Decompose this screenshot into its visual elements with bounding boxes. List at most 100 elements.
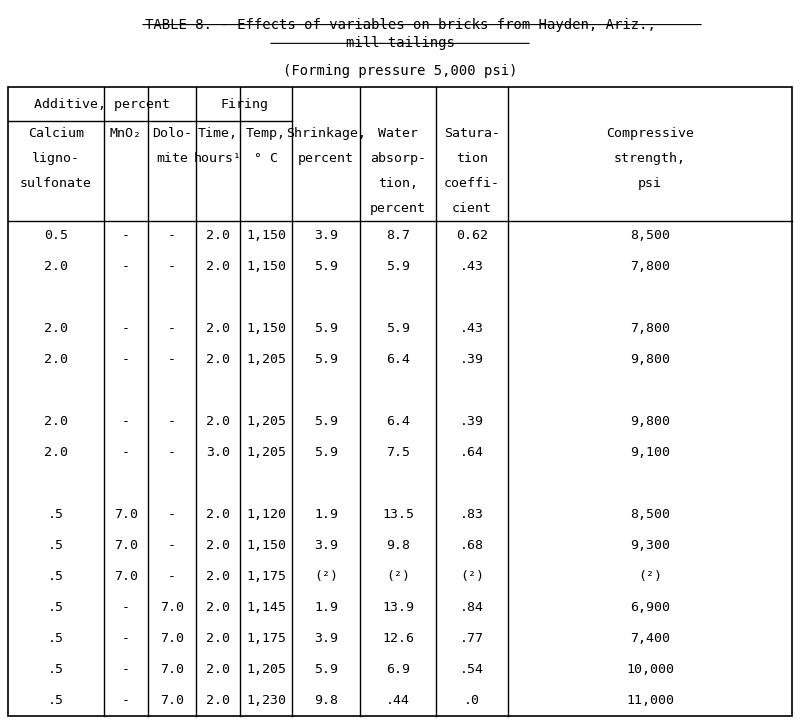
Text: Dolo-: Dolo- [152,127,192,140]
Text: 5.9: 5.9 [314,322,338,335]
Text: 2.0: 2.0 [44,260,68,273]
Text: 12.6: 12.6 [382,632,414,645]
Text: 2.0: 2.0 [206,632,230,645]
Text: -: - [122,694,130,707]
Text: 7.0: 7.0 [114,539,138,552]
Text: (²): (²) [460,570,484,583]
Text: -: - [168,446,176,459]
Text: .5: .5 [48,508,64,521]
Text: TABLE 8. - Effects of variables on bricks from Hayden, Ariz.,: TABLE 8. - Effects of variables on brick… [145,18,655,32]
Text: -: - [122,322,130,335]
Text: 7.0: 7.0 [160,601,184,614]
Text: 3.9: 3.9 [314,632,338,645]
Text: absorp-: absorp- [370,152,426,165]
Text: sulfonate: sulfonate [20,177,92,190]
Text: Firing: Firing [220,98,268,111]
Text: Calcium: Calcium [28,127,84,140]
Text: 7.0: 7.0 [160,663,184,676]
Text: 2.0: 2.0 [206,663,230,676]
Text: 1,205: 1,205 [246,415,286,428]
Text: hours¹: hours¹ [194,152,242,165]
Text: 7.0: 7.0 [114,508,138,521]
Text: 6.4: 6.4 [386,354,410,367]
Text: strength,: strength, [614,152,686,165]
Text: 7.0: 7.0 [114,570,138,583]
Text: 7,400: 7,400 [630,632,670,645]
Text: -: - [122,601,130,614]
Text: (²): (²) [638,570,662,583]
Text: 6.9: 6.9 [386,663,410,676]
Text: 7.0: 7.0 [160,694,184,707]
Text: coeffi-: coeffi- [444,177,500,190]
Text: 1,150: 1,150 [246,322,286,335]
Text: 3.9: 3.9 [314,539,338,552]
Text: 8,500: 8,500 [630,229,670,242]
Text: .43: .43 [460,322,484,335]
Text: -: - [168,322,176,335]
Text: 7.0: 7.0 [160,632,184,645]
Text: -: - [122,632,130,645]
Text: MnO₂: MnO₂ [110,127,142,140]
Text: Compressive: Compressive [606,127,694,140]
Text: 1,120: 1,120 [246,508,286,521]
Text: 1,150: 1,150 [246,539,286,552]
Text: .0: .0 [464,694,480,707]
Text: Satura-: Satura- [444,127,500,140]
Text: 1,205: 1,205 [246,354,286,367]
Text: -: - [122,663,130,676]
Text: 7,800: 7,800 [630,260,670,273]
Text: Additive, percent: Additive, percent [34,98,170,111]
Text: 2.0: 2.0 [206,260,230,273]
Text: 9.8: 9.8 [314,694,338,707]
Text: 5.9: 5.9 [314,415,338,428]
Text: 2.0: 2.0 [44,322,68,335]
Text: -: - [122,415,130,428]
Text: .5: .5 [48,601,64,614]
Text: -: - [168,508,176,521]
Text: .5: .5 [48,632,64,645]
Text: 1.9: 1.9 [314,508,338,521]
Text: 6.4: 6.4 [386,415,410,428]
Text: .54: .54 [460,663,484,676]
Text: 1,145: 1,145 [246,601,286,614]
Text: Water: Water [378,127,418,140]
Text: 1,205: 1,205 [246,446,286,459]
Text: .64: .64 [460,446,484,459]
Text: 5.9: 5.9 [314,354,338,367]
Text: 2.0: 2.0 [206,694,230,707]
Text: 2.0: 2.0 [206,601,230,614]
Text: -: - [168,570,176,583]
Text: 1,150: 1,150 [246,229,286,242]
Text: Time,: Time, [198,127,238,140]
Text: cient: cient [452,202,492,215]
Text: .43: .43 [460,260,484,273]
Text: 8.7: 8.7 [386,229,410,242]
Text: 2.0: 2.0 [44,446,68,459]
Text: .5: .5 [48,539,64,552]
Text: 11,000: 11,000 [626,694,674,707]
Text: .68: .68 [460,539,484,552]
Text: 1.9: 1.9 [314,601,338,614]
Text: tion: tion [456,152,488,165]
Text: -: - [168,415,176,428]
Text: 9,800: 9,800 [630,354,670,367]
Text: 3.9: 3.9 [314,229,338,242]
Text: 0.62: 0.62 [456,229,488,242]
Text: 13.9: 13.9 [382,601,414,614]
Text: 1,230: 1,230 [246,694,286,707]
Text: 2.0: 2.0 [206,508,230,521]
Text: 2.0: 2.0 [206,570,230,583]
Text: .5: .5 [48,570,64,583]
Text: (²): (²) [386,570,410,583]
Text: 1,205: 1,205 [246,663,286,676]
Text: ° C: ° C [254,152,278,165]
Text: .77: .77 [460,632,484,645]
Text: -: - [122,229,130,242]
Text: -: - [122,260,130,273]
Text: 5.9: 5.9 [386,322,410,335]
Text: 5.9: 5.9 [314,260,338,273]
Text: 9.8: 9.8 [386,539,410,552]
Text: ligno-: ligno- [32,152,80,165]
Text: 9,300: 9,300 [630,539,670,552]
Text: 2.0: 2.0 [44,415,68,428]
